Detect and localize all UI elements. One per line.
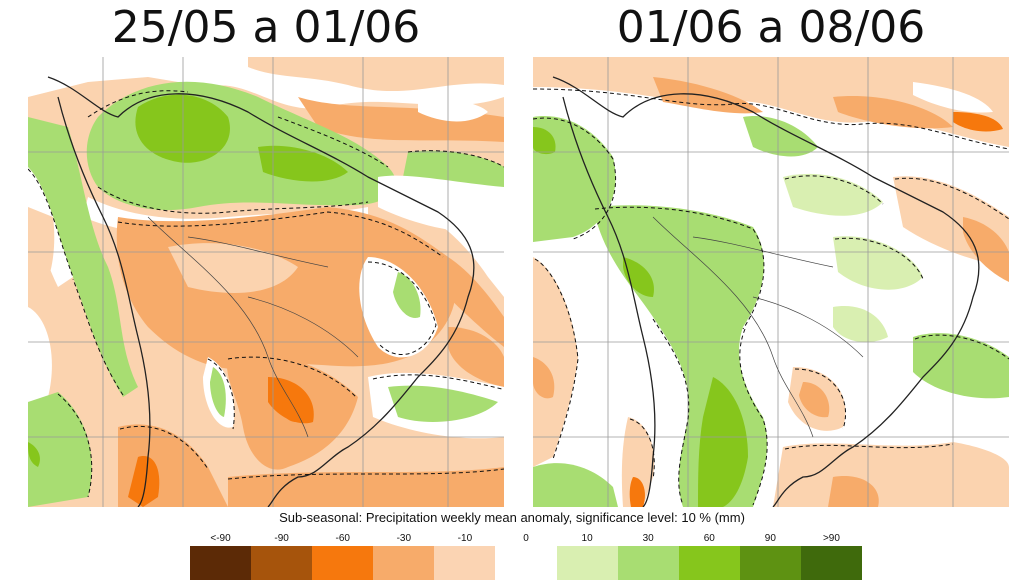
map-right-svg	[533, 57, 1009, 507]
map-left-svg	[28, 57, 504, 507]
dry-region	[298, 97, 504, 142]
borders	[652, 216, 864, 438]
wet-region	[28, 117, 138, 397]
colorbar-tick-label: 0	[523, 533, 529, 544]
dry-region	[428, 247, 504, 347]
colorbar-swatch	[800, 546, 863, 580]
wet-region	[28, 392, 92, 507]
colorbar-tick-label: 60	[703, 533, 715, 544]
dry-region	[963, 217, 1009, 282]
dry-region	[533, 257, 578, 467]
colorbar-swatch	[678, 546, 740, 580]
dry-region	[773, 442, 1009, 507]
colorbar-swatch	[373, 546, 435, 580]
colorbar-tick-label: -90	[274, 533, 289, 544]
colorbar-swatch	[739, 546, 801, 580]
panel-title-left: 25/05 a 01/06	[111, 2, 421, 53]
dry-region	[533, 357, 555, 399]
colorbar-swatch	[617, 546, 679, 580]
colorbar-tick-label: 30	[642, 533, 654, 544]
colorbar-tick-label: >90	[822, 533, 840, 544]
coastline	[47, 76, 475, 507]
panel-title-right: 01/06 a 08/06	[616, 2, 926, 53]
dry-region	[533, 57, 1009, 147]
wet-light-region	[833, 306, 888, 343]
wet-light-region	[783, 173, 883, 216]
anomaly-map-right	[533, 57, 1009, 507]
dry-strong-region	[953, 112, 1003, 132]
colorbar-tick-label: 90	[764, 533, 776, 544]
significance-contours	[28, 90, 504, 498]
anomaly-map-left	[28, 57, 504, 507]
dry-strong-region	[128, 456, 160, 507]
colorbar-tick-label: -30	[396, 533, 412, 544]
colorbar-title: Sub-seasonal: Precipitation weekly mean …	[279, 510, 745, 525]
colorbar-swatch	[312, 546, 374, 580]
dry-region	[833, 96, 953, 129]
neutral-region	[28, 307, 52, 402]
wet-strong-region	[28, 442, 40, 467]
colorbar-tick-label: 10	[581, 533, 593, 544]
wet-strong-region	[623, 257, 654, 297]
dry-region	[799, 382, 830, 418]
colorbar-tick-label: -10	[457, 533, 473, 544]
wet-strong-region	[533, 127, 556, 155]
dry-region	[621, 417, 655, 507]
wet-region	[913, 333, 1009, 399]
dry-strong-region	[282, 402, 298, 422]
wet-region	[533, 463, 618, 507]
wet-region	[393, 272, 421, 318]
colorbar-swatch	[556, 546, 618, 580]
neutral-region	[359, 257, 438, 358]
colorbar-tick-label: <-90	[210, 533, 231, 544]
colorbar-swatch	[190, 546, 252, 580]
coastline	[552, 76, 980, 507]
dry-strong-region	[268, 377, 314, 424]
wet-region	[743, 116, 818, 157]
borders	[147, 216, 359, 438]
colorbar-swatch	[434, 546, 496, 580]
dry-region	[248, 57, 504, 92]
dry-region	[828, 476, 879, 507]
significance-contours	[533, 88, 1009, 506]
dry-strong-region	[629, 477, 645, 507]
neutral-region	[418, 100, 488, 122]
colorbar	[190, 546, 863, 580]
dry-region	[28, 207, 55, 307]
colorbar-swatch	[251, 546, 313, 580]
neutral-region	[408, 207, 504, 297]
colorbar-tick-label: -60	[335, 533, 350, 544]
map-grid	[533, 57, 1009, 507]
dry-region	[168, 243, 298, 293]
wet-light-region	[833, 236, 923, 290]
colorbar-ticks: <-90 -90 -60 -30 -10 0 10 30 60 90 >90	[190, 533, 862, 545]
wet-strong-region	[258, 145, 348, 182]
map-grid	[28, 57, 504, 507]
colorbar-swatch	[495, 546, 557, 580]
wet-region	[388, 385, 498, 422]
wet-strong-region	[698, 377, 748, 507]
wet-region	[210, 367, 226, 417]
